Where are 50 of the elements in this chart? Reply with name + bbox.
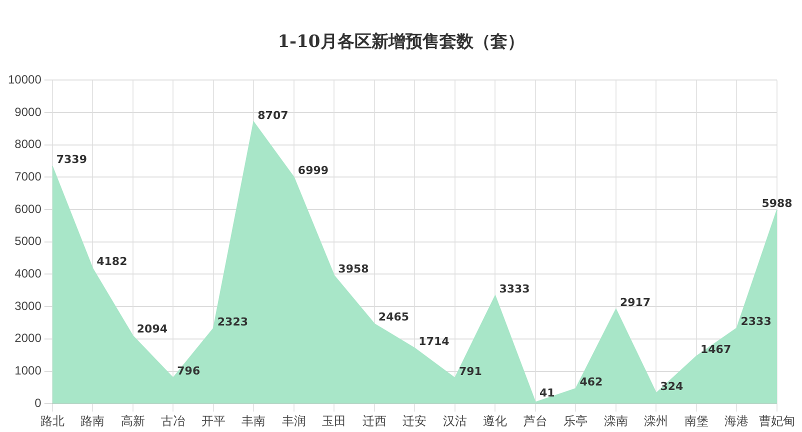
y-tick-label: 6000 <box>14 202 42 216</box>
x-tick-label: 遵化 <box>483 414 508 428</box>
y-tick-label: 1000 <box>14 364 42 378</box>
x-tick-label: 玉田 <box>322 414 346 428</box>
data-label: 2333 <box>740 315 772 328</box>
data-label: 324 <box>660 380 684 393</box>
data-label: 5988 <box>762 196 792 210</box>
data-label: 4182 <box>96 255 128 268</box>
x-tick-label: 迁西 <box>362 414 386 428</box>
data-label: 791 <box>458 364 482 378</box>
y-tick-label: 7000 <box>14 170 42 184</box>
x-tick-label: 南堡 <box>684 414 708 428</box>
y-tick-label: 4000 <box>14 266 42 281</box>
data-label: 7339 <box>56 153 87 166</box>
data-label: 3958 <box>338 262 369 276</box>
data-label: 796 <box>177 364 200 378</box>
y-tick-label: 3000 <box>14 298 42 313</box>
y-tick-label: 5000 <box>14 234 42 248</box>
x-tick-label: 汉沽 <box>442 414 467 428</box>
data-label: 8707 <box>258 108 288 122</box>
x-tick-label: 路北 <box>40 414 64 428</box>
data-label: 2323 <box>217 315 248 328</box>
x-tick-label: 迁安 <box>402 414 427 428</box>
data-label: 2917 <box>620 296 651 310</box>
x-tick-label: 乐亭 <box>564 414 588 428</box>
y-tick-label: 2000 <box>14 331 42 346</box>
data-label: 462 <box>580 376 603 389</box>
x-tick-label: 滦州 <box>644 414 668 428</box>
x-tick-label: 丰润 <box>282 414 306 428</box>
x-tick-label: 古冶 <box>161 414 186 428</box>
x-tick-label: 开平 <box>201 414 226 428</box>
x-tick-label: 曹妃甸 <box>759 414 795 428</box>
x-tick-label: 高新 <box>120 414 145 428</box>
x-tick-label: 路南 <box>80 414 105 428</box>
data-label: 2094 <box>136 322 168 336</box>
data-label: 1714 <box>418 335 450 348</box>
chart-title: 1-10月各区新增预售套数（套） <box>276 31 526 53</box>
y-tick-label: 0 <box>34 396 42 410</box>
x-tick-label: 滦南 <box>604 414 628 428</box>
data-label: 3333 <box>499 282 530 296</box>
data-label: 41 <box>539 386 555 400</box>
data-label: 6999 <box>298 164 329 178</box>
data-label: 1467 <box>700 343 732 356</box>
x-tick-label: 丰南 <box>242 414 266 428</box>
x-tick-label: 芦台 <box>523 414 548 428</box>
x-tick-label: 海港 <box>724 414 749 428</box>
y-tick-label: 9000 <box>14 104 42 119</box>
data-label: 2465 <box>378 310 410 324</box>
y-tick-label: 8000 <box>14 137 42 152</box>
y-tick-label: 10000 <box>8 72 42 87</box>
